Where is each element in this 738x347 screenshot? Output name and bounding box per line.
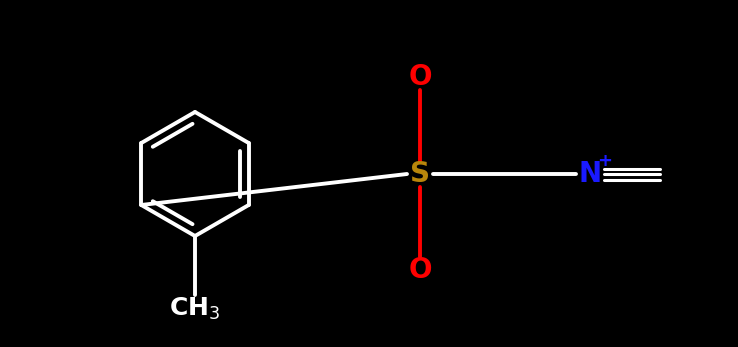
Text: O: O [408, 256, 432, 284]
Text: CH$_3$: CH$_3$ [169, 296, 221, 322]
Text: +: + [598, 152, 613, 170]
Text: S: S [410, 160, 430, 188]
Text: N: N [579, 160, 601, 188]
Text: O: O [408, 63, 432, 91]
